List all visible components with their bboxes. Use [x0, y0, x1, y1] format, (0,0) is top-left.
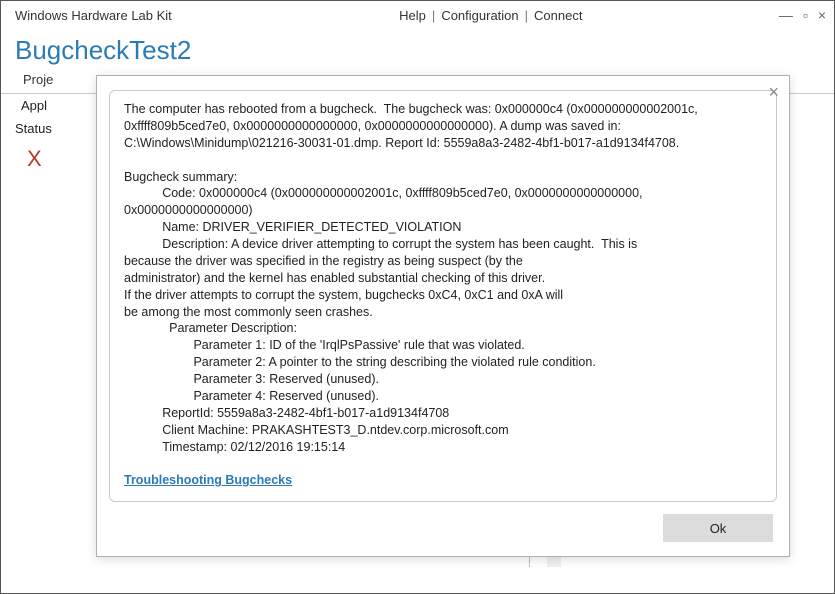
bugcheck-dialog: × The computer has rebooted from a bugch… — [96, 75, 790, 557]
msg-code: Code: 0x000000c4 (0x000000000002001c, 0x… — [124, 186, 646, 217]
msg-desc5: be among the most commonly seen crashes. — [124, 305, 373, 319]
msg-intro: The computer has rebooted from a bugchec… — [124, 102, 701, 150]
msg-report-id: ReportId: 5559a8a3-2482-4bf1-b017-a1d913… — [162, 406, 449, 420]
msg-param1: Parameter 1: ID of the 'IrqlPsPassive' r… — [193, 338, 524, 352]
bugcheck-message: The computer has rebooted from a bugchec… — [109, 90, 777, 502]
msg-desc4: If the driver attempts to corrupt the sy… — [124, 288, 563, 302]
status-header: Status — [15, 119, 75, 146]
menu-separator: | — [432, 8, 435, 23]
window-controls: — ▫ × — [779, 7, 826, 23]
ok-button[interactable]: Ok — [663, 514, 773, 542]
title-bar: Windows Hardware Lab Kit Help | Configur… — [1, 1, 834, 29]
dialog-footer: Ok — [109, 514, 777, 546]
page-title: BugcheckTest2 — [1, 29, 834, 68]
msg-param2: Parameter 2: A pointer to the string des… — [193, 355, 595, 369]
minimize-icon[interactable]: — — [779, 7, 793, 23]
menu-separator: | — [525, 8, 528, 23]
status-fail-icon: X — [15, 146, 75, 172]
menu-help[interactable]: Help — [399, 8, 426, 23]
status-column: Status X — [15, 119, 75, 172]
menu-connect[interactable]: Connect — [534, 8, 582, 23]
msg-timestamp: Timestamp: 02/12/2016 19:15:14 — [162, 440, 345, 454]
msg-client: Client Machine: PRAKASHTEST3_D.ntdev.cor… — [162, 423, 508, 437]
close-window-icon[interactable]: × — [818, 7, 826, 23]
menu-configuration[interactable]: Configuration — [441, 8, 518, 23]
maximize-icon[interactable]: ▫ — [803, 7, 808, 23]
troubleshooting-link[interactable]: Troubleshooting Bugchecks — [124, 473, 292, 487]
tab-projects-partial[interactable]: Proje — [15, 68, 67, 93]
msg-name: Name: DRIVER_VERIFIER_DETECTED_VIOLATION — [162, 220, 461, 234]
msg-summary-title: Bugcheck summary: — [124, 170, 237, 184]
msg-param4: Parameter 4: Reserved (unused). — [193, 389, 379, 403]
close-icon[interactable]: × — [768, 82, 779, 103]
msg-desc1: Description: A device driver attempting … — [162, 237, 637, 251]
msg-desc2: because the driver was specified in the … — [124, 254, 523, 268]
app-title: Windows Hardware Lab Kit — [9, 8, 172, 23]
msg-param3: Parameter 3: Reserved (unused). — [193, 372, 379, 386]
msg-desc3: administrator) and the kernel has enable… — [124, 271, 545, 285]
msg-param-title: Parameter Description: — [169, 321, 297, 335]
top-menu: Help | Configuration | Connect — [399, 8, 582, 23]
